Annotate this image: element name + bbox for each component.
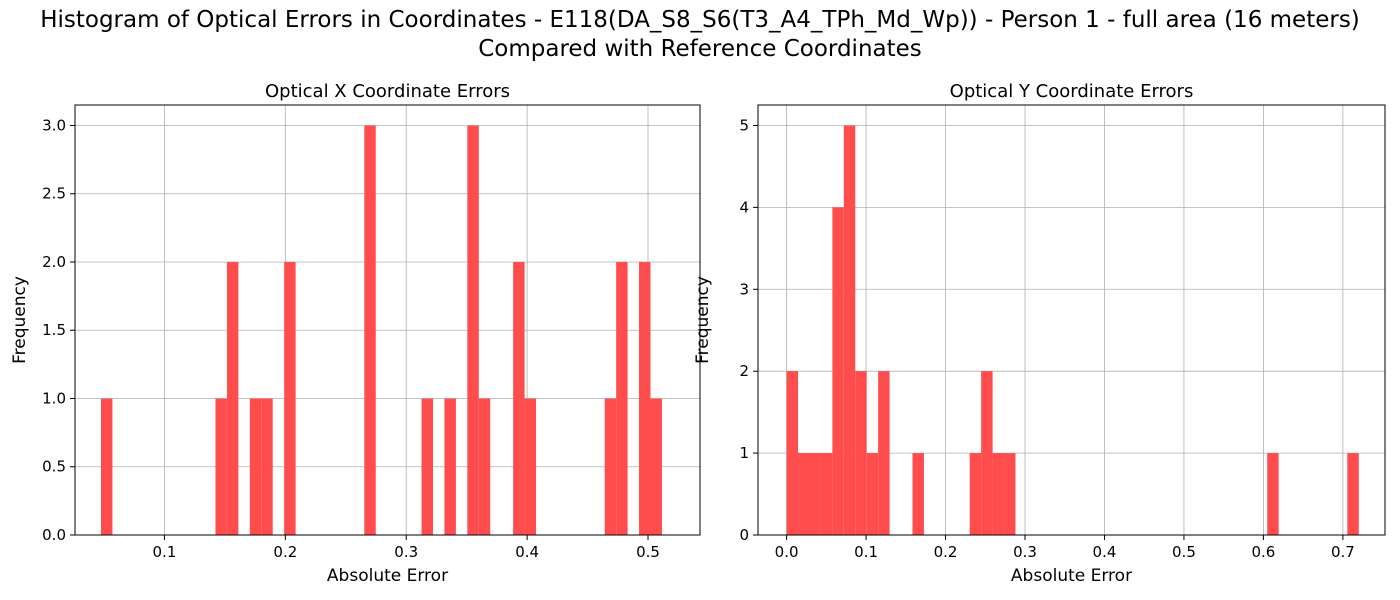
y-error-histogram-bar [866, 453, 879, 535]
x-error-x-axis-label: Absolute Error [327, 566, 448, 586]
x-error-histogram-bar [478, 398, 491, 535]
x-error-y-axis-label: Frequency [10, 276, 30, 364]
y-error-x-tick-label: 0.5 [1172, 543, 1196, 561]
x-error-histogram-bar [444, 398, 456, 535]
y-error-histogram-bar [855, 371, 867, 535]
y-error-y-tick-label: 1 [739, 444, 749, 462]
x-error-y-tick-label: 2.5 [42, 185, 66, 203]
x-error-histogram-bar [100, 398, 113, 535]
x-error-y-tick-label: 1.5 [42, 321, 66, 339]
y-error-histogram-bar [1267, 453, 1279, 535]
y-error-x-tick-label: 0.7 [1331, 543, 1355, 561]
y-error-histogram-bar [809, 453, 821, 535]
x-error-x-tick-label: 0.4 [515, 543, 539, 561]
y-error-histogram-bar [832, 207, 844, 535]
x-error-x-tick-label: 0.3 [394, 543, 418, 561]
y-error-y-tick-label: 2 [739, 362, 749, 380]
y-error-x-tick-label: 0.2 [934, 543, 958, 561]
y-error-y-tick-label: 3 [739, 280, 749, 298]
y-error-x-tick-label: 0.0 [775, 543, 799, 561]
x-error-histogram-bar [604, 398, 617, 535]
y-error-histogram-bar [1347, 453, 1359, 535]
y-error-histogram: 0.0 0.1 0.2 0.3 0.4 0.5 0.6 0.7 0 1 2 3 4 5 Optical Y … [693, 81, 1386, 586]
x-error-histogram-bar [284, 261, 296, 535]
y-error-y-tick-label: 5 [739, 116, 749, 134]
figure-title-line-2: Compared with Reference Coordinates [478, 36, 922, 62]
y-error-axes-frame [757, 104, 1386, 536]
y-error-y-tick-label: 0 [739, 526, 749, 544]
y-error-histogram-bar [786, 371, 799, 535]
x-error-x-tick-label: 0.2 [273, 543, 297, 561]
y-error-histogram-bar [820, 453, 833, 535]
y-error-histogram-bar [843, 125, 856, 535]
y-error-y-tick-label: 4 [739, 198, 749, 216]
y-error-histogram-bar [969, 453, 982, 535]
y-error-x-tick-label: 0.6 [1251, 543, 1275, 561]
y-error-histogram-bar [798, 453, 810, 535]
x-error-histogram-bar [467, 125, 479, 535]
x-error-histogram-bar [249, 398, 262, 535]
x-error-histogram-bar [513, 261, 525, 535]
x-error-y-tick-label: 1.0 [42, 389, 66, 407]
y-error-histogram-bar [1004, 453, 1016, 535]
y-error-y-axis-label: Frequency [693, 276, 713, 364]
x-error-histogram-bar [215, 398, 227, 535]
y-error-x-tick-label: 0.3 [1013, 543, 1037, 561]
y-error-histogram-bar [878, 371, 890, 535]
y-error-x-tick-label: 0.4 [1093, 543, 1117, 561]
x-error-x-tick-label: 0.1 [153, 543, 177, 561]
x-error-panel-title: Optical X Coordinate Errors [265, 81, 510, 102]
x-error-histogram-bar [524, 398, 537, 535]
x-error-histogram-bar [261, 398, 273, 535]
y-error-panel-title: Optical Y Coordinate Errors [950, 81, 1194, 102]
y-error-histogram-bar [981, 371, 993, 535]
y-error-x-tick-label: 0.1 [854, 543, 878, 561]
figure-title: Histogram of Optical Errors in Coordinat… [0, 6, 1400, 64]
y-error-histogram-bar [992, 453, 1005, 535]
x-error-x-tick-label: 0.5 [636, 543, 660, 561]
x-error-histogram-bar [616, 261, 628, 535]
x-error-y-tick-label: 2.0 [42, 253, 66, 271]
x-error-histogram-bar [364, 125, 376, 535]
x-error-histogram: 0.1 0.2 0.3 0.4 0.5 0.0 0.5 1.0 1.5 2.0 2.5 3.0 Opti… [10, 81, 701, 586]
figure-title-line-1: Histogram of Optical Errors in Coordinat… [40, 7, 1360, 33]
x-error-histogram-bar [639, 261, 651, 535]
y-error-histogram-bar [912, 453, 924, 535]
x-error-y-tick-label: 3.0 [42, 116, 66, 134]
y-error-x-axis-label: Absolute Error [1011, 566, 1132, 586]
x-error-histogram-bar [226, 261, 239, 535]
x-error-y-tick-label: 0.5 [42, 458, 66, 476]
x-error-axes-frame [74, 104, 701, 536]
x-error-histogram-bar [650, 398, 662, 535]
x-error-histogram-bar [421, 398, 433, 535]
x-error-y-tick-label: 0.0 [42, 526, 66, 544]
